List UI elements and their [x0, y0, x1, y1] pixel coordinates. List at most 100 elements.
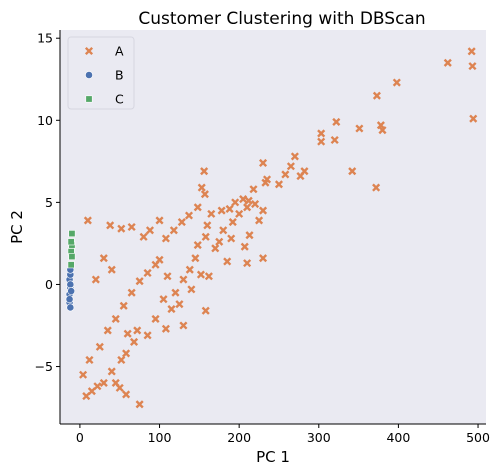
data-point-a — [468, 62, 477, 71]
data-point-a — [185, 265, 194, 274]
legend-box — [67, 36, 135, 110]
legend-marker-a — [84, 46, 94, 56]
legend-label-b: B — [115, 68, 124, 83]
data-point-a — [135, 400, 144, 409]
data-point-a — [197, 183, 206, 192]
data-point-a — [219, 226, 228, 235]
data-point-a — [286, 162, 295, 171]
data-point-a — [151, 260, 160, 269]
data-point-a — [240, 242, 249, 251]
data-point-a — [107, 265, 116, 274]
data-point-a — [201, 232, 210, 241]
data-point-a — [200, 190, 209, 199]
data-point-a — [99, 378, 108, 388]
data-point-a — [107, 367, 116, 376]
data-point-a — [211, 244, 220, 253]
data-point-a — [167, 305, 176, 314]
data-point-a — [127, 222, 136, 232]
data-point-a — [163, 272, 172, 281]
x-tick-label: 300 — [307, 430, 331, 445]
x-tick-label: 400 — [386, 430, 410, 445]
data-point-a — [258, 158, 268, 168]
legend-marker-b — [85, 71, 93, 79]
data-point-a — [99, 254, 108, 263]
data-point-a — [225, 204, 234, 213]
data-point-c — [67, 238, 75, 246]
data-point-a — [123, 329, 132, 338]
data-point-a — [261, 178, 270, 187]
legend: ABC — [67, 36, 135, 110]
data-point-a — [175, 300, 184, 309]
data-point-a — [151, 314, 160, 323]
data-point-a — [201, 306, 210, 315]
data-point-a — [193, 203, 202, 212]
data-point-a — [117, 224, 126, 233]
data-point-a — [133, 326, 142, 335]
data-point-a — [245, 231, 254, 240]
data-point-a — [443, 58, 452, 67]
data-point-a — [143, 331, 152, 340]
data-point-a — [130, 337, 139, 346]
data-point-a — [231, 198, 240, 207]
data-point-a — [215, 237, 224, 246]
data-point-a — [317, 129, 326, 138]
legend-label-a: A — [115, 44, 124, 59]
data-point-a — [187, 285, 196, 294]
data-points — [65, 47, 478, 409]
data-point-a — [258, 206, 268, 215]
data-point-a — [193, 241, 202, 250]
data-point-a — [155, 216, 164, 225]
data-point-c — [68, 253, 76, 261]
y-axis-title: PC 2 — [8, 210, 26, 244]
legend-marker-c — [85, 95, 93, 103]
data-point-a — [243, 259, 252, 268]
x-tick-label: 200 — [227, 430, 251, 445]
y-tick-label: 0 — [45, 277, 53, 292]
data-point-c — [67, 261, 75, 269]
y-tick-label: −5 — [35, 359, 53, 374]
data-point-a — [143, 268, 152, 278]
data-point-a — [348, 167, 357, 176]
data-point-a — [95, 342, 104, 351]
data-point-a — [200, 167, 209, 176]
legend-label-c: C — [115, 92, 124, 107]
data-point-a — [111, 314, 120, 323]
data-point-a — [227, 234, 236, 243]
data-point-a — [317, 137, 326, 146]
data-point-a — [179, 275, 188, 284]
data-point-a — [372, 183, 381, 192]
data-point-a — [85, 355, 94, 365]
data-point-a — [255, 216, 264, 225]
data-point-a — [117, 355, 126, 365]
data-point-c — [68, 230, 76, 238]
data-point-a — [228, 218, 237, 227]
data-point-a — [392, 78, 401, 87]
data-point-b — [67, 287, 76, 295]
data-point-a — [281, 170, 290, 179]
data-point-a — [103, 326, 112, 335]
data-point-a — [378, 126, 387, 135]
data-point-a — [161, 234, 170, 243]
data-point-a — [115, 383, 124, 392]
data-point-a — [106, 221, 115, 230]
data-point-a — [179, 321, 188, 330]
data-point-a — [355, 124, 364, 133]
data-point-a — [122, 349, 131, 358]
axes: 0 100 200 300 400 500 −5 0 5 10 15 — [35, 30, 490, 445]
data-point-a — [332, 117, 341, 126]
data-point-a — [135, 277, 144, 286]
data-point-a — [139, 232, 148, 241]
data-point-a — [217, 206, 226, 215]
data-point-b — [65, 295, 74, 304]
x-axis-title: PC 1 — [256, 448, 290, 466]
data-point-a — [196, 270, 205, 279]
data-point-a — [127, 288, 136, 297]
data-point-a — [79, 370, 88, 379]
data-point-a — [290, 152, 299, 161]
data-point-a — [296, 172, 305, 181]
data-point-a — [207, 209, 216, 218]
chart-title: Customer Clustering with DBScan — [138, 9, 425, 29]
data-point-a — [239, 195, 248, 204]
